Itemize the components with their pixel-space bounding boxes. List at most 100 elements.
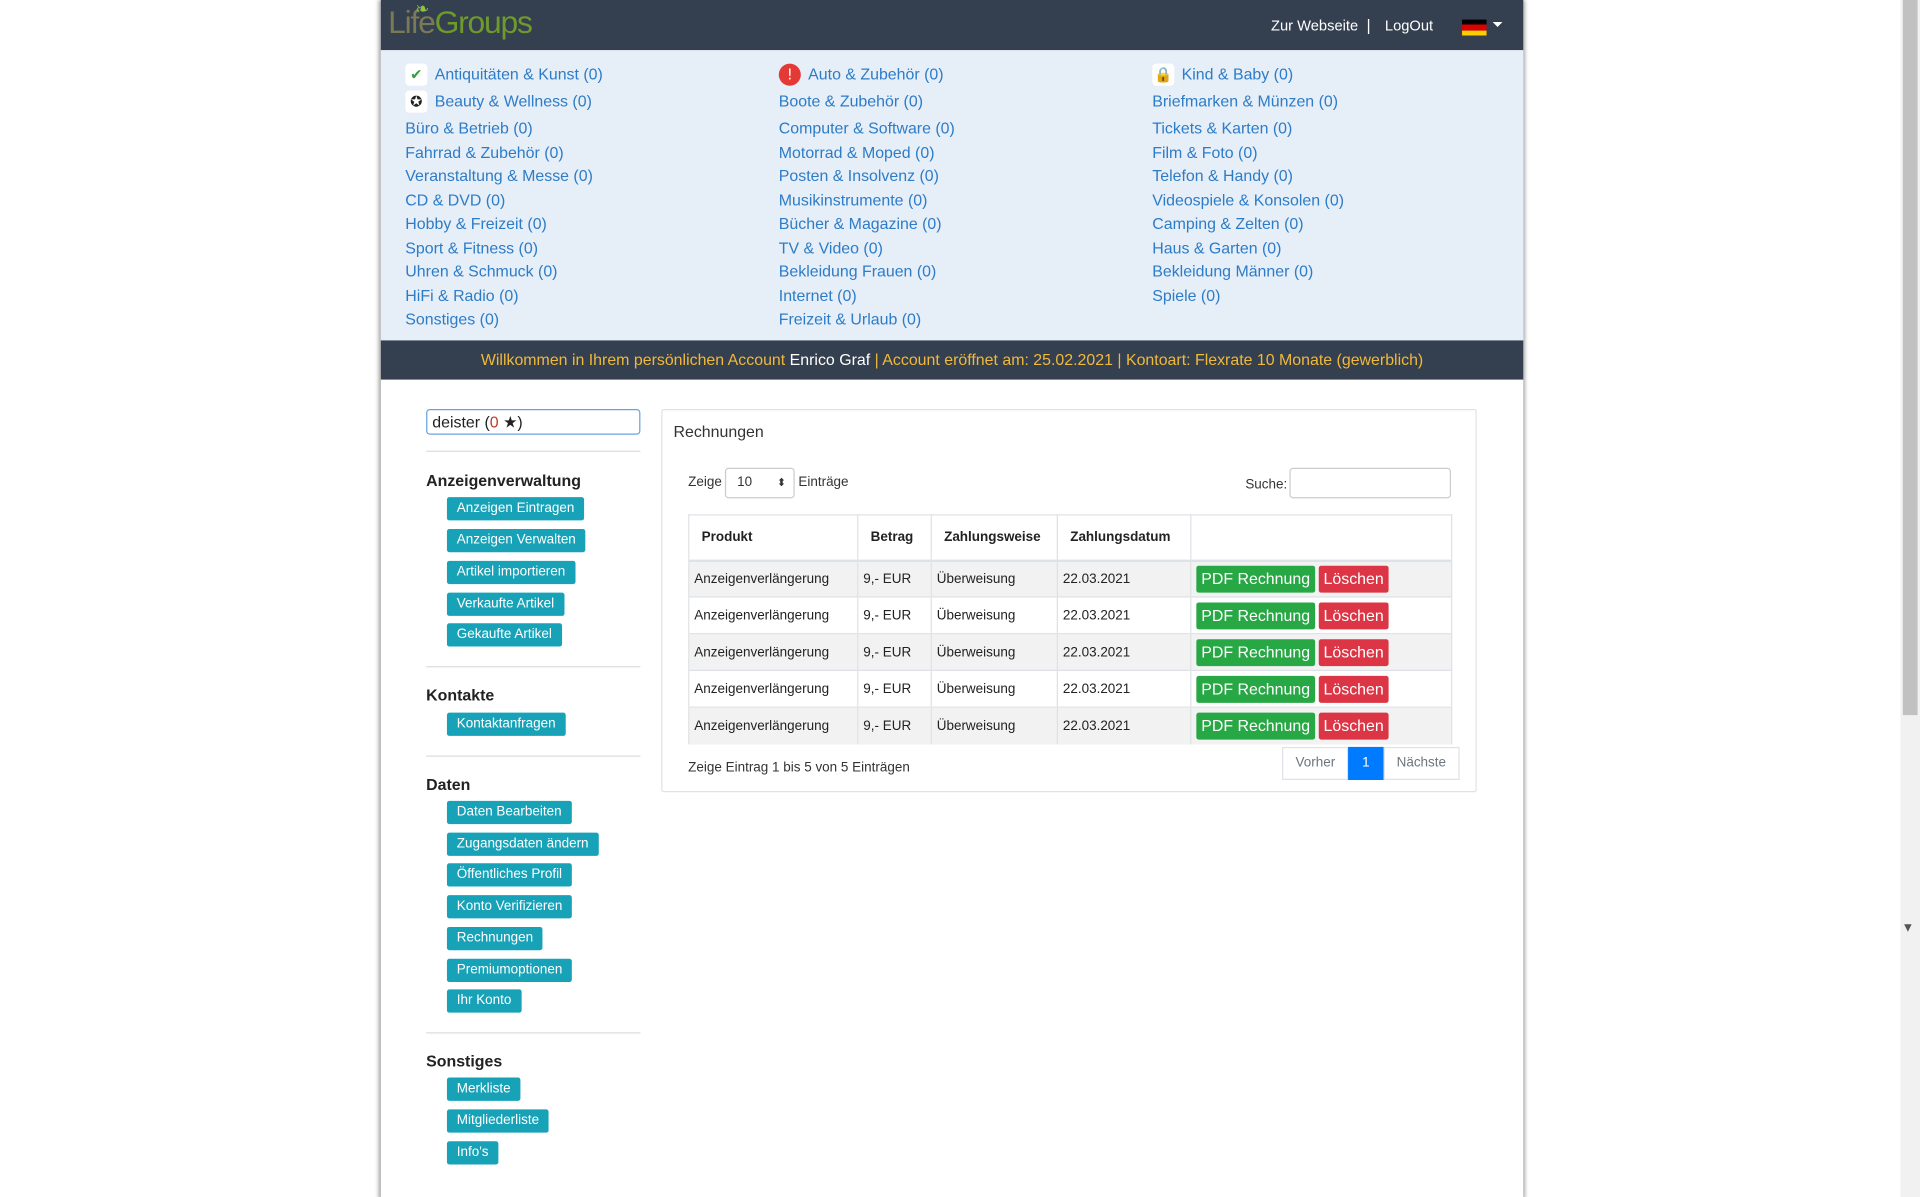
scrollbar-thumb[interactable] bbox=[1902, 0, 1918, 716]
category-link[interactable]: Auto & Zubehör (0) bbox=[808, 64, 944, 84]
category-link[interactable]: Posten & Insolvenz (0) bbox=[778, 166, 939, 185]
page-size-select[interactable]: 10 ⬍ bbox=[724, 467, 795, 499]
cell-amount: 9,- EUR bbox=[857, 669, 932, 708]
category-link[interactable]: Kind & Baby (0) bbox=[1181, 64, 1294, 84]
category-link[interactable]: Bücher & Magazine (0) bbox=[778, 214, 942, 233]
category-link[interactable]: Computer & Software (0) bbox=[778, 118, 955, 138]
delete-button[interactable]: Löschen bbox=[1318, 565, 1389, 593]
cell-payment-date: 22.03.2021 bbox=[1057, 559, 1192, 597]
invoices-card: Rechnungen Zeige 10 ⬍ Einträge Suche: Pr… bbox=[661, 408, 1477, 793]
star-icon: ★ bbox=[503, 412, 518, 432]
category-link[interactable]: Bekleidung Männer (0) bbox=[1152, 262, 1314, 281]
sidebar-button[interactable]: Rechnungen bbox=[446, 926, 543, 951]
category-link[interactable]: Motorrad & Moped (0) bbox=[778, 143, 935, 162]
pdf-invoice-button[interactable]: PDF Rechnung bbox=[1196, 565, 1315, 593]
category-link[interactable]: Fahrrad & Zubehör (0) bbox=[405, 143, 564, 162]
account-name: Enrico Graf bbox=[789, 350, 871, 369]
category-link[interactable]: Veranstaltung & Messe (0) bbox=[405, 166, 593, 185]
sidebar-button[interactable]: Gekaufte Artikel bbox=[446, 623, 562, 647]
col-header-actions bbox=[1190, 514, 1453, 562]
category-link[interactable]: Uhren & Schmuck (0) bbox=[405, 262, 558, 281]
category-link[interactable]: Sport & Fitness (0) bbox=[405, 238, 539, 258]
pagination-next[interactable]: Nächste bbox=[1383, 746, 1460, 781]
category-link[interactable]: Büro & Betrieb (0) bbox=[405, 118, 533, 138]
sidebar-button[interactable]: Artikel importieren bbox=[446, 560, 576, 585]
category-link[interactable]: Telefon & Handy (0) bbox=[1152, 166, 1293, 185]
check-badge-icon: ✔ bbox=[405, 63, 428, 86]
german-flag-icon[interactable] bbox=[1462, 19, 1487, 36]
pdf-invoice-button[interactable]: PDF Rechnung bbox=[1196, 712, 1315, 740]
sidebar-button[interactable]: Anzeigen Eintragen bbox=[446, 497, 585, 521]
category-link[interactable]: Film & Foto (0) bbox=[1152, 143, 1258, 162]
logo-groups-text: Groups bbox=[434, 3, 533, 41]
delete-button[interactable]: Löschen bbox=[1318, 601, 1389, 629]
category-link[interactable]: Hobby & Freizeit (0) bbox=[405, 214, 547, 233]
category-link[interactable]: HiFi & Radio (0) bbox=[405, 286, 519, 305]
cell-product: Anzeigenverlängerung bbox=[688, 633, 859, 671]
pagination-prev[interactable]: Vorher bbox=[1282, 746, 1349, 781]
pdf-invoice-button[interactable]: PDF Rechnung bbox=[1196, 675, 1315, 703]
cell-actions: PDF Rechnung Löschen bbox=[1190, 669, 1453, 708]
category-link[interactable]: Musikinstrumente (0) bbox=[778, 191, 928, 210]
category-link[interactable]: Briefmarken & Münzen (0) bbox=[1152, 91, 1339, 111]
sidebar-button[interactable]: Verkaufte Artikel bbox=[446, 592, 564, 616]
lock-icon: 🔒 bbox=[1152, 63, 1175, 86]
warning-octagon-icon: ! bbox=[778, 63, 801, 86]
pagination: Vorher 1 Nächste bbox=[1282, 746, 1460, 781]
scroll-down-arrow-icon[interactable]: ▼ bbox=[1904, 922, 1912, 934]
logout-link[interactable]: LogOut bbox=[1384, 17, 1434, 35]
sidebar-button[interactable]: Anzeigen Verwalten bbox=[446, 528, 586, 553]
user-rating-box[interactable]: deister (0 ★) bbox=[426, 408, 641, 435]
cell-payment-method: Überweisung bbox=[931, 596, 1058, 634]
sidebar-section-title: Daten bbox=[426, 775, 471, 794]
sidebar-button[interactable]: Info's bbox=[446, 1141, 499, 1165]
sidebar-button[interactable]: Öffentliches Profil bbox=[446, 863, 572, 887]
pdf-invoice-button[interactable]: PDF Rechnung bbox=[1196, 601, 1315, 629]
site-logo[interactable]: ❧ LifeGroups bbox=[388, 0, 533, 42]
delete-button[interactable]: Löschen bbox=[1318, 675, 1389, 703]
category-link[interactable]: Spiele (0) bbox=[1152, 286, 1221, 305]
sidebar-button[interactable]: Premiumoptionen bbox=[446, 958, 573, 983]
pagination-page-1[interactable]: 1 bbox=[1348, 746, 1384, 781]
col-header-payment-date[interactable]: Zahlungsdatum bbox=[1056, 514, 1192, 562]
table-row: Anzeigenverlängerung 9,- EUR Überweisung 22… bbox=[688, 559, 1453, 597]
cell-product: Anzeigenverlängerung bbox=[688, 596, 859, 634]
col-header-product[interactable]: Produkt bbox=[688, 514, 859, 562]
category-link[interactable]: Tickets & Karten (0) bbox=[1152, 118, 1293, 138]
category-link[interactable]: Beauty & Wellness (0) bbox=[434, 91, 592, 111]
chevron-down-icon[interactable] bbox=[1492, 22, 1503, 27]
sidebar-button[interactable]: Zugangsdaten ändern bbox=[446, 832, 599, 856]
category-link[interactable]: Internet (0) bbox=[778, 286, 857, 305]
category-link[interactable]: Videospiele & Konsolen (0) bbox=[1152, 191, 1345, 210]
category-link[interactable]: Boote & Zubehör (0) bbox=[778, 91, 924, 111]
page-scrollbar[interactable]: ▼ bbox=[1900, 0, 1920, 1197]
sidebar-button[interactable]: Merkliste bbox=[446, 1077, 521, 1101]
sidebar-section-title: Sonstiges bbox=[426, 1051, 503, 1071]
delete-button[interactable]: Löschen bbox=[1318, 712, 1389, 740]
cell-payment-date: 22.03.2021 bbox=[1057, 669, 1192, 708]
table-info: Zeige Eintrag 1 bis 5 von 5 Einträgen bbox=[688, 760, 910, 776]
search-input[interactable] bbox=[1289, 467, 1452, 499]
col-header-payment-method[interactable]: Zahlungsweise bbox=[930, 514, 1058, 562]
category-link[interactable]: Freizeit & Urlaub (0) bbox=[778, 309, 922, 329]
col-header-amount[interactable]: Betrag bbox=[857, 514, 932, 562]
welcome-bar: Willkommen in Ihrem persönlichen Account… bbox=[380, 340, 1524, 380]
category-link[interactable]: Sonstiges (0) bbox=[405, 309, 500, 329]
sidebar-button[interactable]: Kontaktanfragen bbox=[446, 712, 566, 736]
sidebar-button[interactable]: Mitgliederliste bbox=[446, 1109, 549, 1133]
entries-label: Einträge bbox=[798, 475, 849, 490]
category-link[interactable]: Bekleidung Frauen (0) bbox=[778, 262, 937, 281]
sidebar-button[interactable]: Daten Bearbeiten bbox=[446, 800, 572, 825]
category-link[interactable]: Haus & Garten (0) bbox=[1152, 238, 1282, 258]
cell-product: Anzeigenverlängerung bbox=[688, 559, 859, 597]
category-link[interactable]: Camping & Zelten (0) bbox=[1152, 214, 1304, 233]
category-link[interactable]: TV & Video (0) bbox=[778, 238, 883, 258]
category-link[interactable]: CD & DVD (0) bbox=[405, 191, 506, 210]
website-link[interactable]: Zur Webseite bbox=[1271, 17, 1359, 35]
sidebar-button[interactable]: Ihr Konto bbox=[446, 989, 522, 1013]
category-link[interactable]: Antiquitäten & Kunst (0) bbox=[434, 64, 603, 84]
delete-button[interactable]: Löschen bbox=[1318, 638, 1389, 666]
pdf-invoice-button[interactable]: PDF Rechnung bbox=[1196, 638, 1315, 666]
sidebar-button[interactable]: Konto Verifizieren bbox=[446, 895, 573, 919]
cell-amount: 9,- EUR bbox=[857, 596, 932, 634]
